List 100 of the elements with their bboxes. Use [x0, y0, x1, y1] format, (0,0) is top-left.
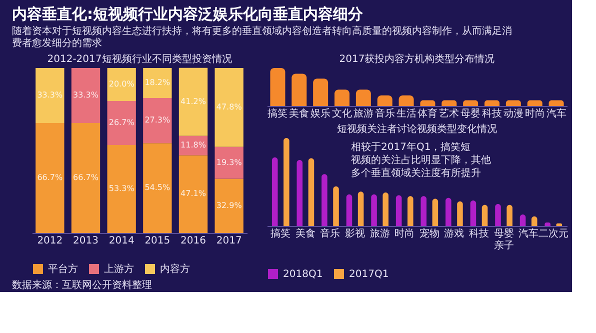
- chart-title: 短视频关注者讨论视频类型变化情况: [337, 123, 497, 135]
- x-tick-label: 科技: [468, 228, 489, 240]
- bar: [272, 157, 278, 226]
- data-label: 66.7%: [37, 172, 64, 182]
- x-tick-label: 旅游: [353, 108, 374, 120]
- legend-label: 2018Q1: [283, 269, 323, 280]
- bar: [346, 194, 352, 226]
- bar: [463, 100, 478, 106]
- bar: [432, 198, 438, 226]
- data-label: 47.1%: [180, 189, 206, 198]
- bar: [484, 100, 500, 106]
- x-tick-label: 动漫: [503, 108, 524, 120]
- x-tick-label: 母婴亲子: [494, 228, 514, 252]
- bar: [270, 68, 286, 106]
- x-tick-label: 娱乐: [310, 108, 331, 120]
- legend-label: 2017Q1: [349, 269, 389, 280]
- x-tick-label: 游戏: [444, 228, 464, 240]
- x-tick-label: 搞笑: [268, 108, 288, 120]
- bar: [313, 78, 328, 106]
- bar: [396, 195, 402, 226]
- data-label: 41.2%: [180, 96, 206, 106]
- data-label: 26.7%: [108, 118, 135, 128]
- x-tick-label: 艺术: [439, 108, 460, 120]
- bar: [36, 122, 64, 233]
- chart-title: 2012-2017短视频行业不同类型投资情况: [47, 52, 232, 65]
- bar: [358, 192, 364, 226]
- x-tick-label: 2015: [144, 236, 170, 246]
- bar: [470, 200, 476, 226]
- bar: [284, 138, 290, 226]
- data-label: 66.7%: [73, 172, 99, 182]
- bar: [36, 68, 64, 123]
- bar: [107, 68, 136, 101]
- bar: [107, 145, 136, 233]
- data-label: 27.3%: [144, 116, 171, 125]
- x-tick-label: 2013: [73, 236, 98, 246]
- chart-title: 2017获投内容方机构类型分布情况: [339, 53, 495, 65]
- x-tick-label: 体育: [418, 108, 438, 120]
- annotation: 相较于2017年Q1，搞笑短视频的关注占比明显下降，其他多个垂直领域关注度有所提升: [351, 141, 491, 179]
- bar: [377, 95, 392, 106]
- x-tick-label: 2012: [37, 236, 63, 246]
- data-label: 32.9%: [216, 200, 242, 210]
- data-label: 33.3%: [73, 90, 99, 100]
- data-label: 53.3%: [108, 184, 135, 194]
- bar: [292, 74, 307, 106]
- text: 内容垂直化:短视频行业内容泛娱乐化向垂直内容细分: [12, 4, 364, 23]
- bar: [446, 198, 452, 226]
- x-tick-label: 文化: [332, 108, 352, 120]
- x-tick-label: 生活: [396, 108, 416, 120]
- data-label: 47.8%: [216, 102, 242, 112]
- bar: [214, 68, 244, 147]
- bar: [382, 192, 388, 226]
- bar: [420, 100, 436, 106]
- x-tick-label: 时尚: [524, 108, 545, 120]
- bar: [333, 186, 339, 226]
- bar: [322, 174, 328, 226]
- bar: [506, 100, 521, 106]
- x-tick-label: 时尚: [394, 228, 415, 240]
- data-label: 33.3%: [37, 90, 64, 100]
- legend-label: 平台方: [48, 263, 78, 275]
- bar: [308, 158, 314, 226]
- bar: [548, 100, 564, 106]
- x-tick-label: 美食: [295, 228, 316, 240]
- x-tick-label: 宠物: [419, 228, 440, 240]
- legend-label: 内容方: [160, 263, 190, 275]
- bar: [334, 90, 350, 106]
- data-label: 11.8%: [180, 140, 206, 150]
- bar: [143, 68, 172, 98]
- data-label: 19.3%: [216, 158, 242, 167]
- x-tick-label: 美食: [289, 108, 310, 120]
- bar: [214, 178, 244, 233]
- bar: [356, 90, 371, 106]
- x-tick-label: 音乐: [374, 108, 395, 120]
- bar: [520, 214, 526, 226]
- x-tick-label: 搞笑: [270, 228, 291, 240]
- bar: [495, 204, 501, 226]
- x-tick-label: 影视: [345, 228, 366, 240]
- legend-label: 上游方: [104, 263, 134, 275]
- x-tick-label: 2014: [108, 236, 134, 246]
- bar: [407, 196, 414, 226]
- data-label: 54.5%: [144, 183, 171, 192]
- x-tick-label: 2016: [180, 236, 206, 246]
- bar: [482, 204, 488, 226]
- x-tick-label: 2017: [216, 236, 242, 246]
- source-note: 数据来源：互联网公开资料整理: [12, 279, 152, 291]
- bar: [506, 204, 512, 226]
- x-tick-label: 科技: [482, 108, 502, 120]
- x-tick-label: 汽车: [518, 228, 539, 240]
- x-tick-label: 旅游: [370, 228, 390, 240]
- bar: [214, 146, 244, 179]
- bar: [178, 155, 208, 233]
- bar: [71, 122, 100, 233]
- x-tick-label: 汽车: [546, 108, 566, 120]
- bar: [457, 201, 463, 226]
- bar: [527, 100, 542, 106]
- x-tick-label: 母婴: [460, 108, 481, 120]
- x-tick-label: 音乐: [320, 228, 340, 240]
- bar: [107, 101, 136, 146]
- bar: [442, 100, 457, 106]
- bar: [371, 194, 377, 226]
- bar: [71, 68, 100, 123]
